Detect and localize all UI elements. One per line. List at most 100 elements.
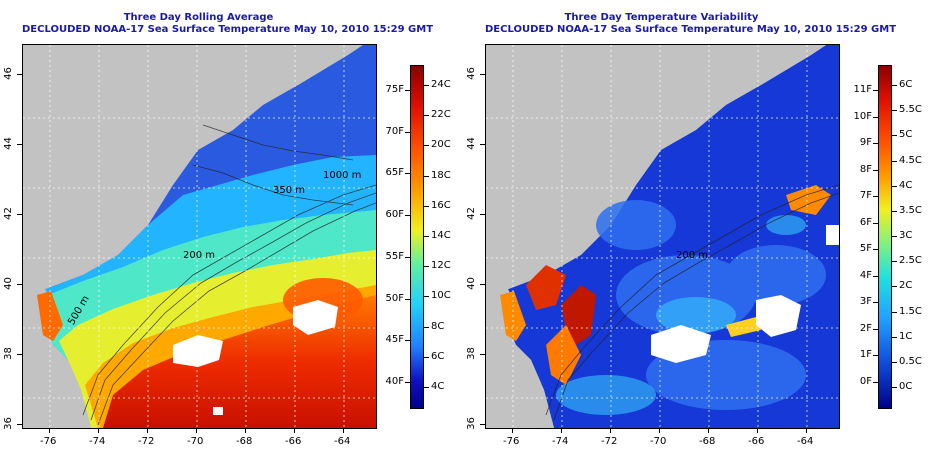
colorbar-f-label: 9F bbox=[859, 137, 872, 149]
tick-mark bbox=[892, 261, 897, 263]
tick-mark bbox=[757, 428, 758, 433]
tick-mark bbox=[17, 424, 22, 425]
tick-mark bbox=[892, 210, 897, 212]
lon-tick-label: -66 bbox=[748, 436, 765, 447]
colorbar-c-label: 6C bbox=[431, 350, 445, 362]
tick-mark bbox=[405, 131, 410, 133]
colorbar-f-label: 10F bbox=[853, 110, 872, 122]
colorbar-c-label: 8C bbox=[431, 320, 445, 332]
lat-tick-label: 46 bbox=[465, 67, 477, 80]
colorbar-f-label: 4F bbox=[859, 269, 872, 281]
lon-tick-label: -68 bbox=[236, 436, 253, 447]
tick-mark bbox=[873, 196, 878, 198]
colorbar-f-label: 3F bbox=[859, 296, 872, 308]
colorbar-c-label: 2.5C bbox=[899, 255, 922, 267]
colorbar-c-label: 12C bbox=[431, 260, 451, 272]
lon-tick-label: -70 bbox=[187, 436, 204, 447]
colorbar-f-label: 50F bbox=[385, 292, 404, 304]
colorbar-c-label: 6C bbox=[899, 79, 913, 90]
left-title: Three Day Rolling Average bbox=[123, 12, 274, 23]
tick-mark bbox=[892, 387, 897, 388]
tick-mark bbox=[873, 302, 878, 304]
colorbar-c-label: 10C bbox=[431, 290, 451, 302]
tick-mark bbox=[424, 387, 429, 388]
colorbar-f-label: 60F bbox=[385, 209, 404, 221]
tick-mark bbox=[892, 286, 897, 288]
tick-mark bbox=[892, 110, 897, 112]
colorbar-c-label: 4C bbox=[899, 179, 913, 191]
lat-tick-label: 40 bbox=[465, 277, 477, 290]
colorbar-f-label: 70F bbox=[385, 125, 404, 137]
tick-mark bbox=[892, 336, 897, 338]
lon-tick-label: -70 bbox=[650, 436, 667, 447]
tick-mark bbox=[873, 249, 878, 251]
tick-mark bbox=[245, 428, 246, 433]
colorbar-c-label: 0.5C bbox=[899, 355, 922, 367]
tick-mark bbox=[480, 424, 485, 425]
lat-tick-label: 42 bbox=[2, 207, 14, 220]
colorbar-c-label: 5.5C bbox=[899, 104, 922, 116]
left-subtitle: DECLOUDED NOAA-17 Sea Surface Temperatur… bbox=[22, 24, 434, 35]
tick-mark bbox=[873, 116, 878, 118]
lat-tick-label: 44 bbox=[2, 137, 14, 150]
tick-mark bbox=[424, 85, 429, 86]
tick-mark bbox=[480, 144, 485, 145]
lon-tick-label: -74 bbox=[89, 436, 106, 447]
lon-tick-label: -72 bbox=[601, 436, 618, 447]
right-variability-map[interactable]: 200 m bbox=[485, 44, 840, 429]
colorbar-c-label: 1.5C bbox=[899, 305, 922, 317]
lon-tick-label: -72 bbox=[138, 436, 155, 447]
tick-mark bbox=[480, 354, 485, 355]
tick-mark bbox=[424, 296, 429, 298]
tick-mark bbox=[610, 428, 611, 433]
colorbar-c-label: 3C bbox=[899, 230, 913, 241]
tick-mark bbox=[892, 185, 897, 187]
tick-mark bbox=[405, 215, 410, 217]
right-subtitle: DECLOUDED NOAA-17 Sea Surface Temperatur… bbox=[485, 24, 897, 35]
colorbar-c-label: 22C bbox=[431, 109, 451, 121]
left-sst-map[interactable]: 200 m 500 m 1000 m 350 m bbox=[22, 44, 377, 429]
colorbar-f-label: 40F bbox=[385, 376, 404, 387]
lat-tick-label: 44 bbox=[465, 137, 477, 150]
tick-mark bbox=[405, 298, 410, 300]
tick-mark bbox=[873, 90, 878, 91]
tick-mark bbox=[424, 266, 429, 268]
tick-mark bbox=[17, 74, 22, 75]
lon-tick-label: -66 bbox=[285, 436, 302, 447]
tick-mark bbox=[873, 382, 878, 383]
right-colorbar bbox=[878, 65, 892, 409]
tick-mark bbox=[512, 428, 513, 433]
contour-label: 1000 m bbox=[323, 170, 362, 181]
colorbar-f-label: 75F bbox=[385, 84, 404, 95]
lat-tick-label: 38 bbox=[465, 347, 477, 360]
colorbar-c-label: 18C bbox=[431, 169, 451, 181]
colorbar-f-label: 65F bbox=[385, 167, 404, 179]
tick-mark bbox=[424, 205, 429, 207]
tick-mark bbox=[892, 361, 897, 363]
tick-mark bbox=[561, 428, 562, 433]
lon-tick-label: -76 bbox=[503, 436, 520, 447]
lat-tick-label: 38 bbox=[2, 347, 14, 360]
colorbar-c-label: 0C bbox=[899, 381, 913, 392]
tick-mark bbox=[17, 144, 22, 145]
lat-tick-label: 40 bbox=[2, 277, 14, 290]
colorbar-c-label: 20C bbox=[431, 139, 451, 151]
contour-label: 200 m bbox=[676, 250, 709, 261]
lat-tick-label: 42 bbox=[465, 207, 477, 220]
lon-tick-label: -68 bbox=[699, 436, 716, 447]
tick-mark bbox=[892, 135, 897, 137]
colorbar-c-label: 2C bbox=[899, 280, 913, 292]
contour-label: 350 m bbox=[273, 185, 306, 196]
tick-mark bbox=[405, 340, 410, 342]
tick-mark bbox=[873, 275, 878, 277]
lon-tick-label: -64 bbox=[797, 436, 814, 447]
tick-mark bbox=[405, 90, 410, 91]
tick-mark bbox=[480, 214, 485, 215]
tick-mark bbox=[424, 236, 429, 237]
lon-tick-label: -74 bbox=[552, 436, 569, 447]
tick-mark bbox=[873, 169, 878, 171]
tick-mark bbox=[405, 256, 410, 258]
colorbar-f-label: 2F bbox=[859, 322, 872, 334]
tick-mark bbox=[480, 74, 485, 75]
tick-mark bbox=[17, 284, 22, 285]
